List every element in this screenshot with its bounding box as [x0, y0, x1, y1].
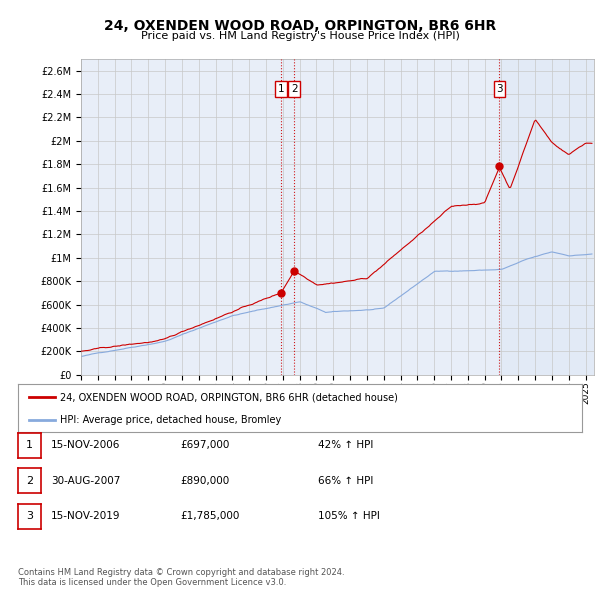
Text: 2: 2 — [291, 84, 298, 94]
Text: 3: 3 — [496, 84, 503, 94]
Text: 1: 1 — [26, 441, 33, 450]
Text: 66% ↑ HPI: 66% ↑ HPI — [318, 476, 373, 486]
Text: 24, OXENDEN WOOD ROAD, ORPINGTON, BR6 6HR: 24, OXENDEN WOOD ROAD, ORPINGTON, BR6 6H… — [104, 19, 496, 33]
Text: £890,000: £890,000 — [180, 476, 229, 486]
Text: HPI: Average price, detached house, Bromley: HPI: Average price, detached house, Brom… — [60, 415, 281, 425]
Text: 2: 2 — [26, 476, 33, 486]
Text: £1,785,000: £1,785,000 — [180, 512, 239, 521]
Text: 3: 3 — [26, 512, 33, 521]
Text: Price paid vs. HM Land Registry's House Price Index (HPI): Price paid vs. HM Land Registry's House … — [140, 31, 460, 41]
Text: 15-NOV-2019: 15-NOV-2019 — [51, 512, 121, 521]
Text: 1: 1 — [278, 84, 284, 94]
Text: 24, OXENDEN WOOD ROAD, ORPINGTON, BR6 6HR (detached house): 24, OXENDEN WOOD ROAD, ORPINGTON, BR6 6H… — [60, 392, 398, 402]
Text: 15-NOV-2006: 15-NOV-2006 — [51, 441, 121, 450]
Bar — [499, 59, 594, 375]
Text: £697,000: £697,000 — [180, 441, 229, 450]
Text: 30-AUG-2007: 30-AUG-2007 — [51, 476, 121, 486]
Text: 42% ↑ HPI: 42% ↑ HPI — [318, 441, 373, 450]
Text: 105% ↑ HPI: 105% ↑ HPI — [318, 512, 380, 521]
Text: Contains HM Land Registry data © Crown copyright and database right 2024.
This d: Contains HM Land Registry data © Crown c… — [18, 568, 344, 587]
